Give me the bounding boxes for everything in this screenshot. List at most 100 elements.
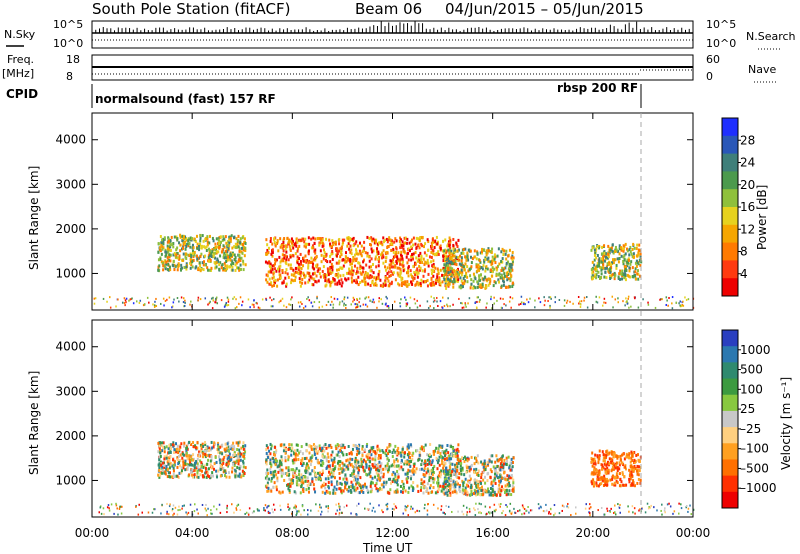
echo-pixel [482,478,485,482]
echo-pixel [220,463,223,467]
echo-pixel [499,493,502,497]
echo-pixel [636,472,639,476]
speckle-pixel [227,300,230,303]
echo-pixel [294,275,297,279]
echo-pixel [298,277,301,281]
echo-pixel [217,447,220,451]
echo-pixel [510,457,513,461]
echo-pixel [276,476,279,480]
echo-pixel [231,466,234,470]
echo-pixel [360,272,363,276]
echo-pixel [319,249,322,253]
echo-pixel [229,258,232,262]
echo-pixel [469,477,472,481]
echo-pixel [410,274,413,278]
echo-pixel [317,449,320,453]
echo-pixel [371,281,374,285]
speckle-pixel [614,298,617,301]
echo-pixel [620,254,623,258]
echo-pixel [281,468,284,472]
echo-pixel [200,461,203,465]
echo-pixel [401,479,404,483]
speckle-pixel [176,297,179,300]
echo-pixel [346,244,349,248]
echo-pixel [620,246,623,250]
echo-pixel [301,237,304,241]
echo-pixel [295,244,298,248]
echo-pixel [368,276,371,280]
echo-pixel [233,451,236,455]
echo-pixel [232,462,235,466]
echo-pixel [340,482,343,486]
echo-pixel [397,251,400,255]
echo-pixel [404,472,407,476]
echo-pixel [444,477,447,481]
echo-pixel [287,455,290,459]
speckle-pixel [612,306,614,309]
speckle-pixel [93,302,96,305]
echo-pixel [234,255,237,259]
echo-pixel [266,243,269,247]
echo-pixel [612,272,615,276]
echo-pixel [345,465,348,469]
echo-pixel [368,464,371,468]
echo-pixel [330,468,333,472]
echo-pixel [311,265,314,269]
echo-pixel [358,443,361,447]
echo-pixel [324,276,327,280]
echo-pixel [611,452,614,456]
echo-pixel [208,259,211,263]
echo-pixel [231,470,234,474]
echo-pixel [289,484,292,488]
echo-pixel [491,489,494,493]
echo-pixel [505,456,508,460]
echo-pixel [407,247,410,251]
echo-pixel [207,467,210,471]
echo-pixel [442,464,445,468]
speckle-pixel [491,307,493,310]
speckle-pixel [362,303,365,306]
echo-pixel [343,468,346,472]
echo-pixel [292,246,295,250]
echo-pixel [158,455,161,459]
speckle-pixel [109,296,111,299]
echo-pixel [231,246,234,250]
echo-pixel [500,459,503,463]
nsky-label: N.Sky [4,28,36,41]
echo-pixel [185,245,188,249]
echo-pixel [176,458,179,462]
echo-pixel [338,259,341,263]
echo-pixel [511,258,514,262]
echo-pixel [274,453,277,457]
echo-pixel [175,442,178,446]
echo-pixel [344,468,347,472]
echo-pixel [622,262,625,266]
echo-pixel [392,478,395,482]
speckle-pixel [355,306,357,309]
echo-pixel [178,257,181,261]
echo-pixel [466,491,469,495]
speckle-pixel [238,302,240,305]
echo-pixel [310,246,313,250]
speckle-pixel [671,307,674,310]
echo-pixel [295,482,298,486]
echo-pixel [450,445,453,449]
echo-pixel [618,247,621,251]
echo-pixel [311,244,314,248]
echo-pixel [215,237,218,241]
echo-pixel [186,467,189,471]
echo-pixel [406,471,409,475]
echo-pixel [637,477,640,481]
echo-pixel [471,257,474,261]
echo-pixel [190,468,193,472]
echo-pixel [270,465,273,469]
echo-pixel [244,444,247,448]
echo-pixel [294,266,297,270]
speckle-pixel [226,296,229,299]
echo-pixel [400,276,403,280]
echo-pixel [629,250,632,254]
speckle-pixel [549,306,551,309]
echo-pixel [447,476,450,480]
echo-pixel [430,463,433,467]
echo-pixel [303,244,306,248]
